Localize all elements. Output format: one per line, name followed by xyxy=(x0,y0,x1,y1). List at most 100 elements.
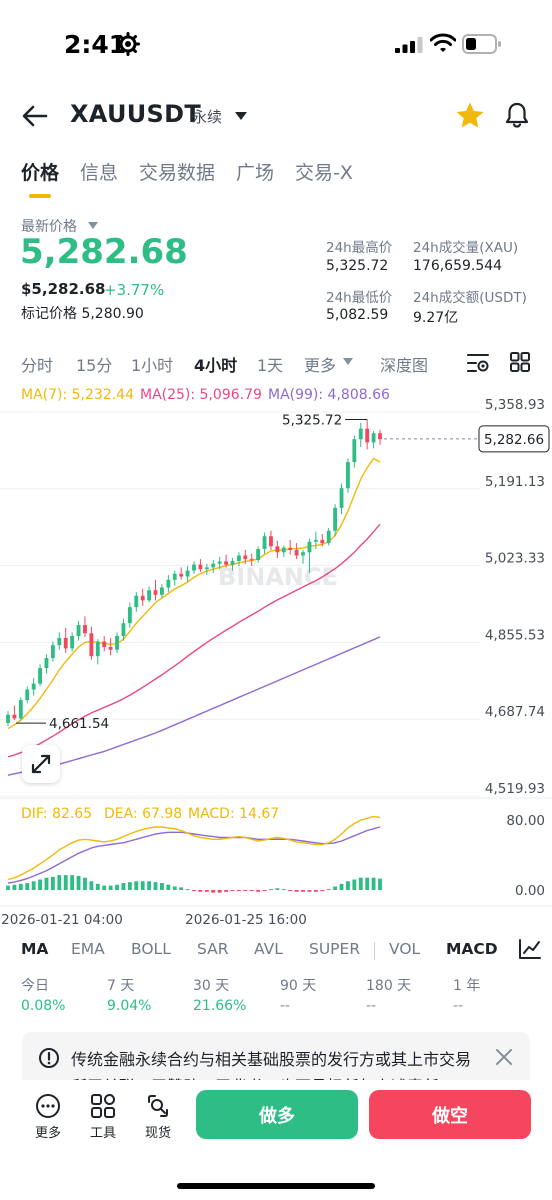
tools-button[interactable] xyxy=(83,1093,123,1123)
tools-label[interactable]: 工具 xyxy=(89,1126,116,1141)
candle-body xyxy=(44,657,49,669)
candle-body xyxy=(198,564,203,570)
candle-body xyxy=(301,552,305,556)
candlestick-chart[interactable]: BINANCE 5,325.72 4,661.54 5,282.66 5,358.9… xyxy=(0,380,552,930)
tab-trading-data[interactable]: 交易数据 xyxy=(139,162,216,184)
ma7-legend: MA(7): 5,232.44 xyxy=(21,387,134,403)
interval-more[interactable]: 更多 xyxy=(304,356,337,375)
time-axis-label: 2026-01-25 16:00 xyxy=(185,912,307,928)
candle-body xyxy=(230,560,235,565)
perf-1y-value: -- xyxy=(453,998,464,1014)
candle-body xyxy=(333,507,338,531)
chevron-down-icon[interactable] xyxy=(234,110,248,122)
macd-histogram-bar xyxy=(18,883,23,890)
macd-histogram-bar xyxy=(25,883,30,890)
turnover-24h-label: 24h成交额(USDT) xyxy=(413,290,527,306)
candle-body xyxy=(63,637,68,649)
candle-body xyxy=(217,561,222,564)
indicator-macd[interactable]: MACD xyxy=(446,940,498,958)
close-icon[interactable] xyxy=(495,1048,513,1066)
macd-histogram-bar xyxy=(236,890,241,891)
short-button[interactable]: 做空 xyxy=(369,1090,531,1139)
contract-type-tag[interactable]: 永续 xyxy=(192,108,223,126)
more-button[interactable] xyxy=(28,1093,68,1123)
macd-histogram-bar xyxy=(147,881,152,890)
macd-histogram-bar xyxy=(320,890,325,891)
interval-4h[interactable]: 4小时 xyxy=(194,356,238,375)
dea-legend: DEA: 67.98 xyxy=(104,806,183,822)
bell-icon[interactable] xyxy=(504,101,530,129)
indicator-ema[interactable]: EMA xyxy=(71,940,105,958)
spot-label[interactable]: 现货 xyxy=(144,1126,171,1141)
depth-chart-tab[interactable]: 深度图 xyxy=(380,356,429,375)
indicator-settings-icon[interactable] xyxy=(518,938,542,960)
current-price-tag-box xyxy=(478,425,550,453)
perf-today-value: 0.08% xyxy=(21,998,66,1014)
long-button[interactable]: 做多 xyxy=(196,1090,358,1139)
price-axis-label: 5,358.93 xyxy=(485,397,545,413)
ma25-line xyxy=(7,523,381,758)
layout-grid-icon[interactable] xyxy=(509,351,531,373)
candle-body xyxy=(102,641,107,648)
candle-body xyxy=(288,547,293,550)
candle-body xyxy=(326,530,331,544)
candle-body xyxy=(281,547,286,553)
home-indicator xyxy=(177,1183,375,1189)
dea-line xyxy=(7,826,381,884)
indicator-divider xyxy=(374,942,375,960)
tab-info[interactable]: 信息 xyxy=(80,162,119,184)
chart-settings-icon[interactable] xyxy=(466,352,490,374)
favorite-star-icon[interactable] xyxy=(455,101,485,129)
interval-1d[interactable]: 1天 xyxy=(257,356,284,375)
indicator-vol[interactable]: VOL xyxy=(389,940,421,958)
macd-histogram-bar xyxy=(57,875,62,890)
high-marker-label: 5,325.72 xyxy=(282,413,342,429)
macd-histogram-bar xyxy=(38,879,42,890)
macd-histogram-bar xyxy=(313,890,318,892)
macd-histogram-bar xyxy=(172,886,177,890)
volume-24h-label: 24h成交量(XAU) xyxy=(413,240,519,256)
indicator-sar[interactable]: SAR xyxy=(197,940,229,958)
tab-price[interactable]: 价格 xyxy=(21,162,60,184)
price-axis-label: 5,023.33 xyxy=(485,551,545,567)
macd-histogram-bar xyxy=(301,890,305,892)
interval-1h[interactable]: 1小时 xyxy=(131,356,174,375)
tab-square[interactable]: 广场 xyxy=(236,162,275,184)
latest-price-label[interactable]: 最新价格 xyxy=(21,219,77,235)
macd-histogram-bar xyxy=(76,876,81,890)
risk-notice-banner: 传统金融永续合约与相关基础股票的发行方或其上市交易所无关联、无赞助、无背书，也不… xyxy=(22,1032,530,1080)
macd-histogram-bar xyxy=(358,877,363,890)
notice-text: 传统金融永续合约与相关基础股票的发行方或其上市交易所无关联、无赞助、无背书，也不… xyxy=(71,1050,472,1080)
candle-body xyxy=(256,549,261,561)
candle-body xyxy=(269,536,273,547)
indicator-super[interactable]: SUPER xyxy=(309,940,361,958)
symbol-title[interactable]: XAUUSDT xyxy=(70,100,201,128)
binance-watermark: BINANCE xyxy=(218,563,338,591)
interval-15m[interactable]: 15分 xyxy=(76,356,113,375)
perf-30d-value: 21.66% xyxy=(193,998,247,1014)
macd-histogram-bar xyxy=(70,875,75,890)
candle-body xyxy=(127,607,132,624)
candle-body xyxy=(185,570,190,577)
spot-button[interactable] xyxy=(138,1093,178,1123)
back-arrow-icon[interactable] xyxy=(20,102,50,130)
usd-price: $5,282.68 xyxy=(21,280,106,298)
indicator-boll[interactable]: BOLL xyxy=(131,940,171,958)
fullscreen-button[interactable] xyxy=(22,745,60,783)
perf-1y-label: 1 年 xyxy=(453,978,481,994)
volume-24h-value: 176,659.544 xyxy=(413,258,503,274)
more-label[interactable]: 更多 xyxy=(34,1126,61,1141)
caret-down-icon[interactable] xyxy=(88,222,98,229)
indicator-ma[interactable]: MA xyxy=(21,940,49,958)
macd-histogram-bar xyxy=(50,876,55,890)
tools-grid-icon xyxy=(91,1094,115,1118)
perf-180d-value: -- xyxy=(366,998,377,1014)
interval-time[interactable]: 分时 xyxy=(21,356,54,375)
caret-down-icon[interactable] xyxy=(343,358,353,365)
more-dots-icon xyxy=(36,1094,60,1118)
indicator-avl[interactable]: AVL xyxy=(254,940,283,958)
tab-trade-x[interactable]: 交易-X xyxy=(295,162,353,184)
candle-body xyxy=(224,561,228,565)
macd-histogram-bar xyxy=(230,890,235,891)
macd-histogram-bar xyxy=(281,889,286,891)
